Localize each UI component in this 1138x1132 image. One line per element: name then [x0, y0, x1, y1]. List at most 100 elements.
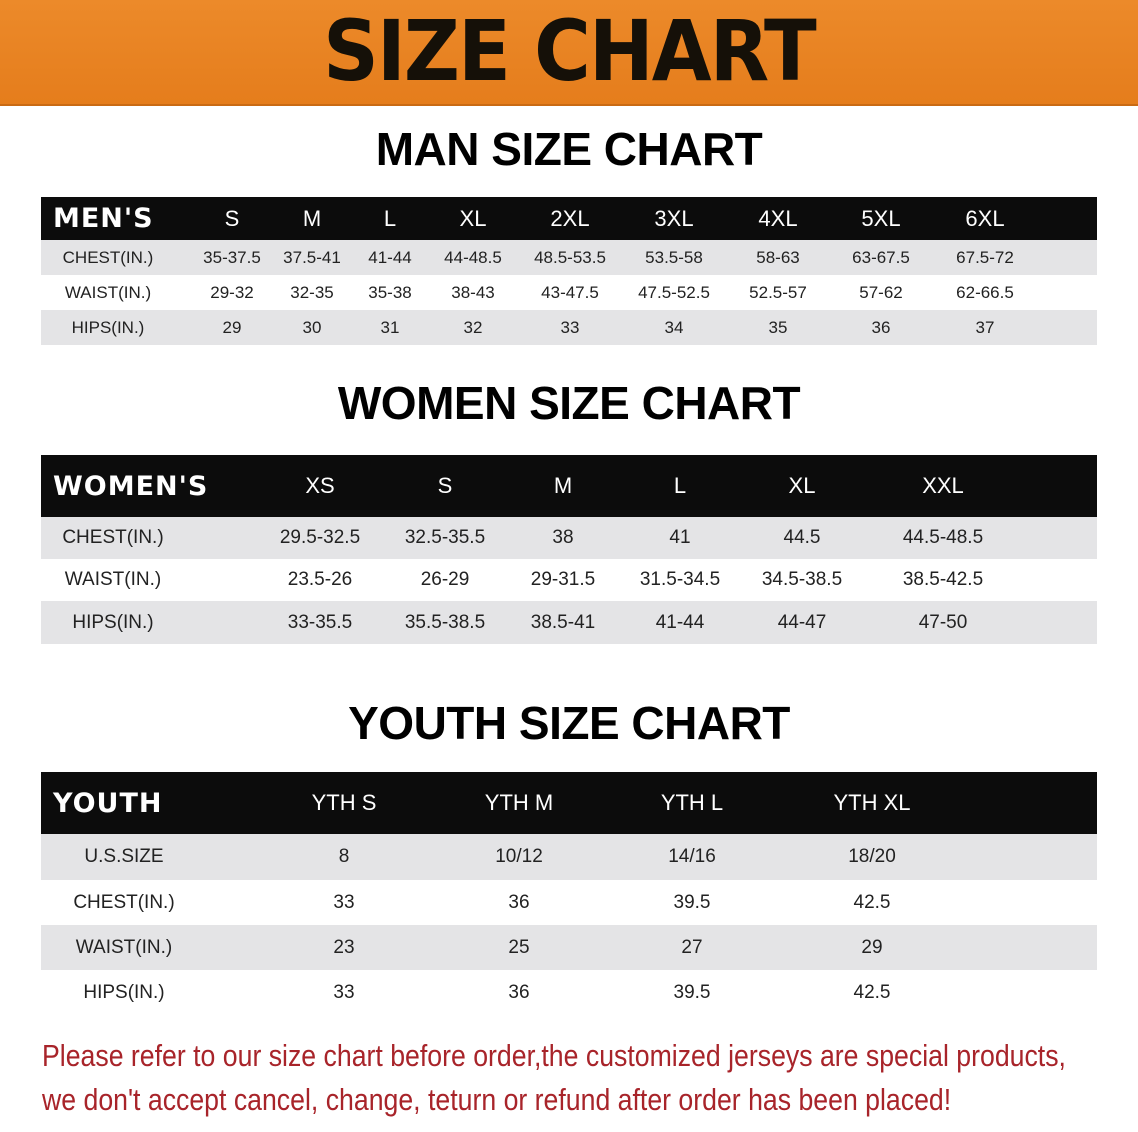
table-cell: 44-48.5 [444, 247, 502, 267]
row-label: CHEST(IN.) [62, 247, 154, 267]
table-row: CHEST(IN.) 35-37.5 37.5-41 41-44 44-48.5 48.5… [41, 240, 1097, 275]
table-cell: 39.5 [673, 982, 711, 1003]
table-row: HIPS(IN.) 33-35.5 35.5-38.5 38.5-41 41-44 44-… [41, 601, 1097, 644]
table-cell: 25 [508, 936, 530, 958]
size-column-header: 6XL [965, 205, 1005, 231]
size-column-header: XS [305, 473, 335, 498]
row-label: WAIST(IN.) [75, 936, 173, 958]
banner-title: SIZE CHART [323, 2, 817, 100]
table-cell: 44.5-48.5 [902, 527, 984, 548]
notice-line-2: we don't accept cancel, change, teturn o… [42, 1082, 952, 1117]
table-cell: 29 [861, 936, 883, 958]
table-cell: 44-47 [777, 611, 827, 633]
table-cell: 14/16 [668, 846, 716, 867]
row-label: CHEST(IN.) [62, 527, 164, 548]
table-cell: 31 [380, 317, 400, 337]
row-label: WAIST(IN.) [64, 282, 152, 302]
women-size-table: WOMEN'S XS S M L XL XXL CHEST(IN.) 29.5-32.5 32.5… [41, 455, 1097, 644]
table-cell: 58-63 [756, 247, 800, 267]
table-row: WAIST(IN.) 29-32 32-35 35-38 38-43 43-47.5 47.… [41, 275, 1097, 310]
table-row: CHEST(IN.) 29.5-32.5 32.5-35.5 38 41 44.5 44.5… [41, 517, 1097, 559]
size-column-header: YTH L [660, 790, 724, 815]
table-cell: 29-32 [210, 282, 254, 302]
row-label: WAIST(IN.) [64, 569, 162, 590]
table-cell: 41 [669, 527, 691, 548]
table-cell: 39.5 [673, 891, 711, 913]
size-column-header: S [224, 205, 240, 231]
table-cell: 43-47.5 [541, 282, 599, 302]
women-header-row: WOMEN'S XS S M L XL XXL [41, 455, 1097, 517]
men-header-label: MEN'S [53, 203, 154, 234]
table-cell: 8 [338, 846, 350, 867]
table-cell: 33 [560, 317, 580, 337]
size-column-header: M [553, 473, 573, 498]
table-cell: 38.5-41 [530, 611, 596, 633]
table-cell: 42.5 [853, 891, 891, 913]
table-cell: 23.5-26 [287, 569, 353, 590]
table-row: HIPS(IN.) 29 30 31 32 33 34 35 36 37 [41, 310, 1097, 345]
youth-section-title: YOUTH SIZE CHART [348, 697, 790, 749]
table-cell: 53.5-58 [645, 247, 703, 267]
table-cell: 38.5-42.5 [902, 569, 984, 590]
table-cell: 29.5-32.5 [279, 527, 361, 548]
table-cell: 34 [664, 317, 684, 337]
table-row: HIPS(IN.) 33 36 39.5 42.5 [41, 970, 1097, 1016]
table-cell: 57-62 [859, 282, 903, 302]
table-cell: 18/20 [848, 846, 896, 867]
table-row: U.S.SIZE 8 10/12 14/16 18/20 [41, 834, 1097, 880]
table-cell: 33 [333, 982, 355, 1003]
row-label: U.S.SIZE [84, 846, 164, 867]
size-column-header: YTH XL [833, 790, 911, 815]
size-column-header: XL [459, 205, 487, 231]
table-cell: 23 [333, 936, 355, 958]
table-cell: 47.5-52.5 [638, 282, 710, 302]
size-column-header: 5XL [861, 205, 901, 231]
table-cell: 52.5-57 [749, 282, 807, 302]
size-chart-banner: SIZE CHART [0, 0, 1138, 106]
table-cell: 34.5-38.5 [761, 569, 843, 590]
table-cell: 35-37.5 [203, 247, 261, 267]
youth-header-label: YOUTH [53, 787, 163, 819]
table-cell: 32.5-35.5 [404, 527, 486, 548]
men-section-title: MAN SIZE CHART [375, 123, 763, 175]
table-cell: 38 [552, 527, 574, 548]
size-column-header: 2XL [550, 205, 590, 231]
size-column-header: 3XL [654, 205, 694, 231]
table-cell: 35-38 [368, 282, 412, 302]
table-cell: 47-50 [918, 611, 968, 633]
size-column-header: YTH M [484, 790, 554, 815]
youth-header-row: YOUTH YTH S YTH M YTH L YTH XL [41, 772, 1097, 834]
men-header-row: MEN'S S M L XL 2XL 3XL 4XL 5XL 6XL [41, 197, 1097, 240]
table-row: WAIST(IN.) 23.5-26 26-29 29-31.5 31.5-34.5 34… [41, 559, 1097, 601]
table-cell: 27 [681, 936, 703, 958]
table-cell: 33-35.5 [287, 611, 353, 633]
table-cell: 41-44 [368, 247, 412, 267]
size-column-header: M [302, 205, 322, 231]
table-cell: 10/12 [495, 846, 543, 867]
table-cell: 42.5 [853, 982, 891, 1003]
table-cell: 48.5-53.5 [534, 247, 606, 267]
table-cell: 38-43 [451, 282, 495, 302]
table-cell: 37.5-41 [283, 247, 341, 267]
men-size-table: MEN'S S M L XL 2XL 3XL 4XL 5XL 6XL CHEST(IN.) 35-37… [41, 197, 1097, 345]
table-row: CHEST(IN.) 33 36 39.5 42.5 [41, 880, 1097, 925]
table-cell: 35 [768, 317, 788, 337]
table-cell: 36 [508, 891, 530, 913]
size-column-header: S [437, 473, 453, 498]
size-column-header: L [673, 473, 687, 498]
table-cell: 33 [333, 891, 355, 913]
women-header-label: WOMEN'S [53, 470, 209, 502]
youth-size-table: YOUTH YTH S YTH M YTH L YTH XL U.S.SIZE 8 10/12… [41, 772, 1097, 1016]
table-cell: 67.5-72 [956, 247, 1014, 267]
table-cell: 26-29 [420, 569, 470, 590]
row-label: HIPS(IN.) [72, 611, 154, 633]
notice-line-1: Please refer to our size chart before or… [42, 1038, 1066, 1073]
size-column-header: XXL [922, 473, 964, 498]
table-cell: 32-35 [290, 282, 334, 302]
table-cell: 62-66.5 [956, 282, 1014, 302]
table-cell: 63-67.5 [852, 247, 910, 267]
table-cell: 36 [508, 982, 530, 1003]
table-cell: 41-44 [655, 611, 705, 633]
women-section-title: WOMEN SIZE CHART [337, 377, 801, 429]
table-cell: 36 [871, 317, 891, 337]
